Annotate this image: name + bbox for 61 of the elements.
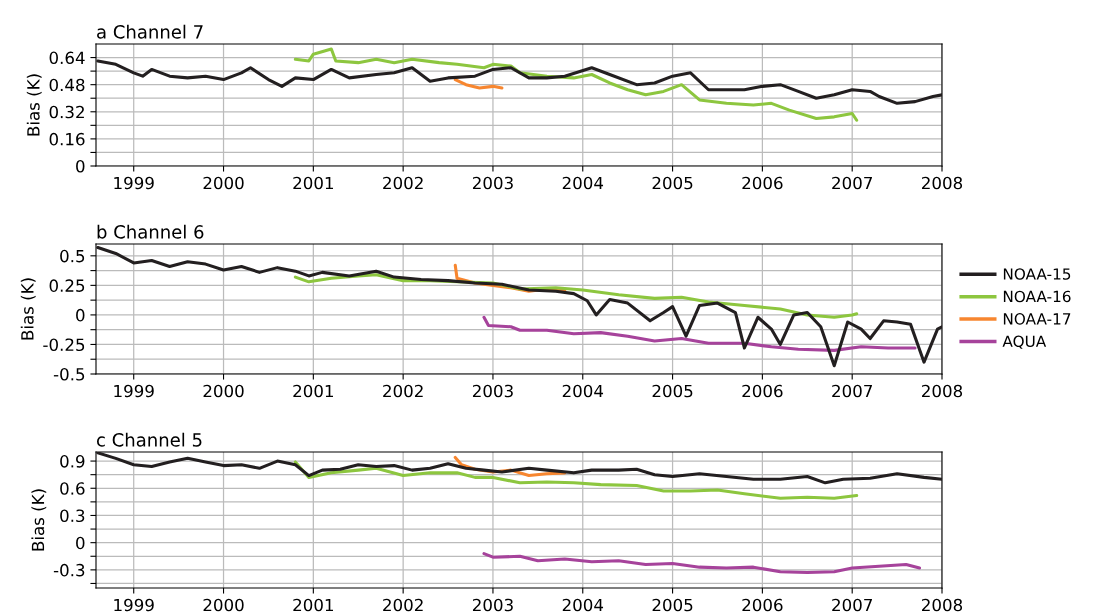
chart-title: a Channel 7: [97, 24, 203, 39]
y-tick-label: 0: [76, 308, 85, 322]
x-tick-label: 2007: [832, 176, 872, 190]
x-tick-label: 2002: [383, 384, 423, 398]
y-axis-title: Bias (K): [31, 489, 47, 551]
y-tick-label: 0: [76, 159, 85, 173]
x-tick-label: 2003: [472, 384, 513, 398]
chart-title: b Channel 6: [97, 224, 204, 239]
legend-label: NOAA-16: [1003, 290, 1071, 303]
chart-title: c Channel 5: [97, 432, 202, 447]
x-tick-label: 2006: [742, 176, 783, 190]
x-tick-label: 2008: [922, 176, 963, 190]
y-tick-label: 0.5: [60, 249, 85, 263]
line-series: [482, 552, 922, 575]
x-tick-label: 2007: [832, 384, 872, 398]
line-series: [293, 460, 859, 500]
x-tick-label: 2004: [562, 176, 604, 190]
y-axis-title: Bias (K): [26, 74, 42, 136]
y-tick-label: 0.32: [49, 105, 84, 119]
line-series: [482, 315, 917, 352]
x-tick-label: 2001: [293, 176, 334, 190]
x-tick-label: 2000: [203, 384, 244, 398]
legend-label: AQUA: [1002, 335, 1047, 349]
x-tick-label: 2002: [383, 598, 423, 612]
x-tick-label: 2002: [383, 176, 423, 190]
x-tick-label: 2003: [472, 598, 513, 612]
y-tick-label: 0.48: [49, 78, 85, 92]
x-tick-label: 1999: [114, 176, 154, 190]
x-tick-label: 2005: [652, 176, 693, 190]
y-tick-label: 0: [76, 536, 85, 550]
y-axis-title: Bias (K): [20, 278, 36, 340]
y-tick-label: 0.9: [60, 455, 85, 468]
legend-label: NOAA-17: [1003, 313, 1071, 325]
line-series: [293, 47, 859, 122]
line-series: [96, 59, 942, 105]
x-tick-label: 2004: [562, 384, 604, 398]
y-tick-label: -0.3: [53, 563, 85, 577]
y-tick-label: -0.5: [53, 367, 85, 381]
x-tick-label: 1999: [114, 384, 154, 398]
x-tick-label: 2006: [742, 598, 783, 612]
x-tick-label: 2000: [203, 598, 244, 612]
legend-label: NOAA-15: [1003, 268, 1071, 280]
x-tick-label: 2007: [832, 598, 872, 612]
x-tick-label: 2001: [293, 598, 334, 612]
x-tick-label: 2006: [742, 384, 783, 398]
line-series: [453, 78, 504, 90]
y-tick-label: 0.25: [49, 279, 85, 292]
x-tick-label: 2003: [472, 176, 513, 190]
x-tick-label: 2000: [203, 176, 244, 190]
y-tick-label: 0.6: [60, 482, 85, 495]
x-tick-label: 2005: [652, 384, 693, 398]
x-tick-label: 2004: [562, 598, 604, 612]
x-tick-label: 2001: [293, 384, 334, 398]
y-tick-label: 0.3: [60, 509, 85, 523]
x-tick-label: 2008: [922, 384, 963, 398]
x-tick-label: 2008: [922, 598, 963, 612]
x-tick-label: 1999: [114, 598, 154, 612]
y-tick-label: -0.25: [43, 338, 85, 352]
y-tick-label: 0.64: [49, 51, 85, 65]
x-tick-label: 2005: [652, 598, 693, 612]
y-tick-label: 0.16: [49, 132, 85, 146]
